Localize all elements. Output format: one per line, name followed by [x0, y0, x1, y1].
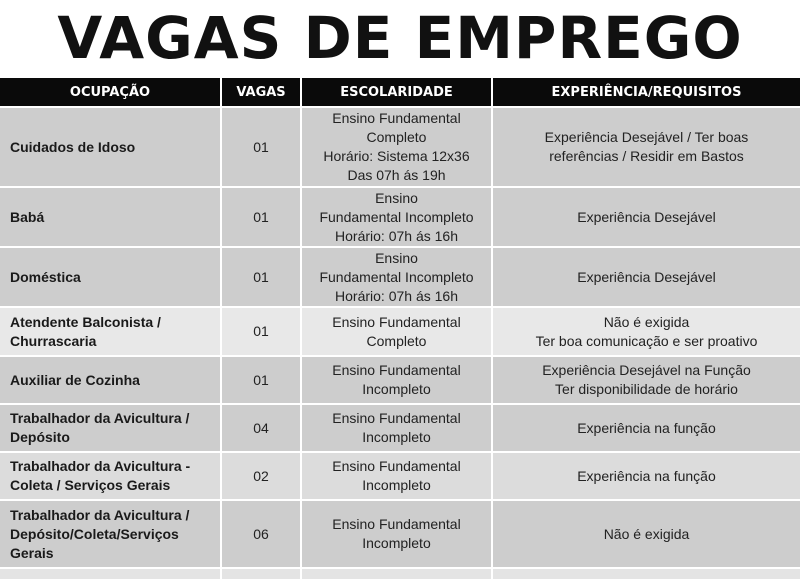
cell-ocupacao-line: Gerais — [10, 544, 54, 561]
cell-ocupacao-line: Churrascaria — [10, 332, 97, 349]
cell-requisitos-line: Ter disponibilidade de horário — [555, 381, 738, 397]
cell-ocupacao: Trabalhador da Avicultura - Coleta / Serv… — [0, 453, 220, 499]
cell-requisitos-line: Experiência Desejável / Ter boas — [544, 129, 749, 145]
cell-vagas: 01 — [222, 188, 300, 246]
cell-requisitos: Experiência na função — [493, 453, 800, 499]
cell-ocupacao-line: Trabalhador da Avicultura / — [10, 506, 190, 523]
cell-requisitos: Experiência Desejável / Ter boas referênc… — [493, 108, 800, 186]
cell-escolaridade-line: Fundamental Incompleto — [319, 208, 474, 225]
cell-requisitos-line: Não é exigida — [603, 313, 690, 330]
cell-escolaridade-line: Ensino — [375, 189, 418, 206]
cell-escolaridade: Ensino Fundamental Incompleto — [302, 405, 491, 451]
cell-ocupacao-line: Trabalhador da Avicultura - — [10, 458, 191, 474]
cell-escolaridade: Ensino Fundamental Incompleto — [302, 501, 491, 567]
cell-escolaridade: Ensino Fundamental Incompleto Horário: 07h… — [302, 188, 491, 246]
cell-ocupacao-line: Coleta / Serviços Gerais — [10, 477, 171, 493]
table-header: OCUPAÇÃO VAGAS ESCOLARIDADE EXPERIÊNCIA/… — [0, 78, 800, 106]
cell-requisitos: Não é exigida Ter boa comunicação e ser p… — [493, 308, 800, 355]
cell-ocupacao: Babá — [0, 188, 220, 246]
cell-ocupacao-line: Trabalhador da Avicultura / — [10, 410, 190, 426]
cell-escolaridade-line: Incompleto — [362, 477, 431, 493]
cell-escolaridade-line: Ensino — [375, 249, 418, 266]
cell-requisitos: Experiência na função — [493, 405, 800, 451]
cell-ocupacao: Trabalhador da Avicultura / Depósito/Cole… — [0, 501, 220, 567]
cell-requisitos-line: Experiência na função — [577, 467, 716, 484]
jobs-table: OCUPAÇÃO VAGAS ESCOLARIDADE EXPERIÊNCIA/… — [0, 76, 800, 581]
cell-escolaridade-line: Das 07h ás 19h — [347, 167, 446, 183]
cell-escolaridade-line: Horário: Sistema 12x36 — [323, 148, 470, 164]
cell-vagas: 01 — [222, 308, 300, 355]
cell-requisitos: Experiência Desejável — [493, 248, 800, 306]
cell-escolaridade-line: Horário: 07h ás 16h — [335, 227, 458, 244]
cell-escolaridade: Ensino Fundamental Incompleto — [302, 453, 491, 499]
cell-ocupacao-line: Auxiliar de Cozinha — [10, 371, 140, 388]
cell-ocupacao: Auxiliar de Cozinha — [0, 357, 220, 403]
cell-escolaridade-line: Incompleto — [362, 429, 431, 445]
cell-escolaridade: Ensino Fundamental Incompleto Horário: 07h… — [302, 248, 491, 306]
cell-ocupacao: Cuidados de Idoso — [0, 108, 220, 186]
cell-escolaridade-line: Completo — [366, 332, 427, 349]
cell-ocupacao-line: Babá — [10, 208, 45, 225]
cell-ocupacao-line: Doméstica — [10, 268, 81, 285]
cell-vagas: 01 — [222, 248, 300, 306]
cell-ocupacao: Atendente Balconista / Churrascaria — [0, 308, 220, 355]
cell-empty — [493, 569, 800, 579]
cell-requisitos-line: referências / Residir em Bastos — [549, 148, 744, 164]
cell-vagas: 01 — [222, 108, 300, 186]
cell-escolaridade-line: Incompleto — [362, 535, 431, 551]
cell-requisitos-line: Não é exigida — [603, 525, 690, 542]
cell-escolaridade-line: Ensino Fundamental — [332, 410, 461, 426]
cell-vagas: 04 — [222, 405, 300, 451]
cell-vagas: 02 — [222, 453, 300, 499]
cell-vagas: 06 — [222, 501, 300, 567]
header-ocupacao: OCUPAÇÃO — [0, 78, 220, 106]
cell-escolaridade-line: Ensino Fundamental — [332, 110, 461, 126]
cell-ocupacao: Trabalhador da Avicultura / Depósito — [0, 405, 220, 451]
page-title: VAGAS DE EMPREGO — [57, 4, 743, 72]
cell-requisitos-line: Experiência Desejável — [577, 268, 716, 285]
cell-ocupacao-line: Depósito — [10, 429, 70, 445]
table-row: Babá 01 Ensino Fundamental Incompleto Horári… — [0, 188, 800, 246]
table-row: Cuidados de Idoso 01 Ensino Fundamental Com… — [0, 108, 800, 186]
cell-requisitos: Não é exigida — [493, 501, 800, 567]
header-requisitos: EXPERIÊNCIA/REQUISITOS — [493, 78, 800, 106]
header-escolaridade: ESCOLARIDADE — [302, 78, 491, 106]
cell-ocupacao: Doméstica — [0, 248, 220, 306]
cell-escolaridade: Ensino Fundamental Incompleto — [302, 357, 491, 403]
cell-requisitos-line: Ter boa comunicação e ser proativo — [535, 332, 758, 349]
cell-empty — [302, 569, 491, 579]
header-vagas: VAGAS — [222, 78, 300, 106]
cell-escolaridade: Ensino Fundamental Completo Horário: Siste… — [302, 108, 491, 186]
table-row: Doméstica 01 Ensino Fundamental Incompleto H… — [0, 248, 800, 306]
cell-requisitos-line: Experiência Desejável — [577, 208, 716, 225]
table-row: Atendente Balconista / Churrascaria 01 Ensi… — [0, 308, 800, 355]
cell-escolaridade-line: Incompleto — [362, 381, 431, 397]
cell-requisitos: Experiência Desejável na Função Ter dispo… — [493, 357, 800, 403]
cell-ocupacao-line: Depósito/Coleta/Serviços — [10, 525, 179, 542]
cell-empty — [222, 569, 300, 579]
cell-requisitos-line: Experiência Desejável na Função — [542, 362, 751, 378]
cell-vagas: 01 — [222, 357, 300, 403]
cell-requisitos-line: Experiência na função — [577, 419, 716, 436]
table-row: Trabalhador da Avicultura / Depósito/Cole… — [0, 501, 800, 567]
cell-empty — [0, 569, 220, 579]
table-row: Auxiliar de Cozinha 01 Ensino Fundamental I… — [0, 357, 800, 403]
cell-escolaridade-line: Ensino Fundamental — [332, 458, 461, 474]
cell-escolaridade-line: Horário: 07h ás 16h — [335, 287, 458, 304]
cell-escolaridade-line: Fundamental Incompleto — [319, 268, 474, 285]
cell-escolaridade-line: Ensino Fundamental — [332, 362, 461, 378]
cell-escolaridade-line: Ensino Fundamental — [332, 313, 461, 330]
table-row: Trabalhador da Avicultura / Depósito 04 Ens… — [0, 405, 800, 451]
table-row: Trabalhador da Avicultura - Coleta / Serv… — [0, 453, 800, 499]
cell-ocupacao-line: Atendente Balconista / — [10, 313, 161, 330]
cell-requisitos: Experiência Desejável — [493, 188, 800, 246]
cell-escolaridade-line: Ensino Fundamental — [332, 516, 461, 532]
table-row-partial — [0, 569, 800, 579]
cell-ocupacao-line: Cuidados de Idoso — [10, 138, 136, 155]
cell-escolaridade-line: Completo — [366, 129, 427, 145]
cell-escolaridade: Ensino Fundamental Completo — [302, 308, 491, 355]
